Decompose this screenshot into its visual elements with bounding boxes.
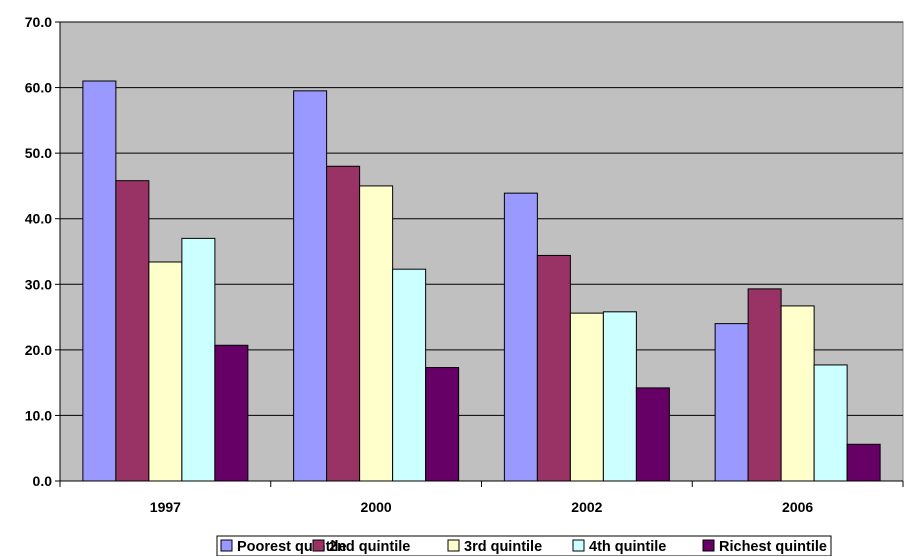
x-tick-label: 2006 <box>782 499 813 515</box>
legend-swatch <box>447 539 460 552</box>
bar-3rd-quintile-2006 <box>780 305 815 482</box>
legend-swatch <box>702 539 715 552</box>
axes <box>55 21 904 487</box>
bar-3rd-quintile-2002 <box>569 312 604 482</box>
bar-poorest-quintile-2002 <box>503 192 538 482</box>
legend-label: 3rd quintile <box>464 539 542 555</box>
y-tick-label: 60.0 <box>25 80 52 96</box>
legend-swatch <box>572 539 585 552</box>
x-tick-label: 1997 <box>150 499 181 515</box>
bar-poorest-quintile-2006 <box>714 323 749 482</box>
legend-label: 2nd quintile <box>329 539 410 555</box>
legend-box <box>216 535 832 556</box>
bar-4th-quintile-2006 <box>813 364 848 482</box>
x-tick-label: 2002 <box>571 499 602 515</box>
bar-poorest-quintile-1997 <box>82 80 117 482</box>
bar-2nd-quintile-2000 <box>326 165 361 482</box>
y-tick-label: 20.0 <box>25 342 52 358</box>
y-tick-label: 70.0 <box>25 14 52 30</box>
y-tick-label: 30.0 <box>25 276 52 292</box>
bar-4th-quintile-2000 <box>392 268 427 482</box>
legend-swatch <box>312 539 325 552</box>
bar-richest-quintile-2006 <box>846 443 881 482</box>
bar-2nd-quintile-2006 <box>747 288 782 482</box>
y-tick-label: 10.0 <box>25 407 52 423</box>
legend-swatch <box>220 539 233 552</box>
bar-richest-quintile-2002 <box>635 387 670 482</box>
bar-richest-quintile-2000 <box>425 367 460 482</box>
bar-3rd-quintile-1997 <box>148 261 183 482</box>
y-tick-labels: 0.0 10.0 20.0 30.0 40.0 50.0 60.0 70.0 <box>25 14 52 489</box>
bar-2nd-quintile-1997 <box>115 180 150 482</box>
x-tick-label: 2000 <box>361 499 392 515</box>
legend-label: Richest quintile <box>719 539 827 555</box>
bar-poorest-quintile-2000 <box>293 90 328 482</box>
bars <box>82 80 881 482</box>
legend-label: 4th quintile <box>589 539 666 555</box>
y-tick-label: 40.0 <box>25 211 52 227</box>
x-tick-labels: 1997 2000 2002 2006 <box>150 499 814 515</box>
y-tick-label: 50.0 <box>25 145 52 161</box>
bar-richest-quintile-1997 <box>214 344 249 482</box>
bar-3rd-quintile-2000 <box>359 185 394 482</box>
y-tick-label: 0.0 <box>33 473 53 489</box>
bar-2nd-quintile-2002 <box>536 254 571 482</box>
bar-4th-quintile-1997 <box>181 237 216 482</box>
bar-4th-quintile-2002 <box>602 311 637 482</box>
